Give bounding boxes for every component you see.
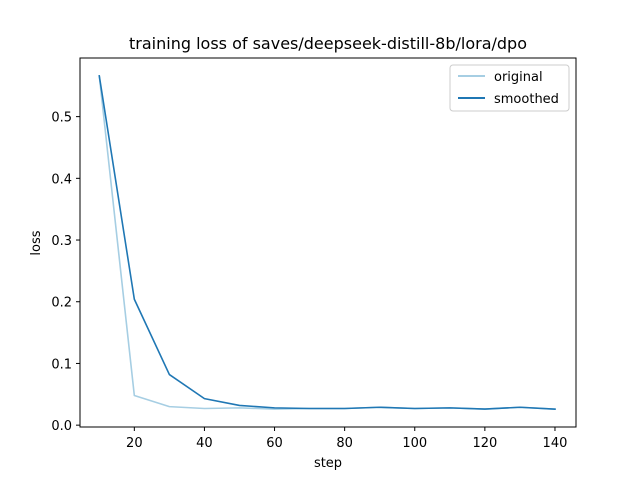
- series-line-smoothed: [98, 74, 556, 410]
- y-tick-label: 0.2: [51, 296, 72, 311]
- y-tick-label: 0.5: [51, 111, 72, 126]
- y-tick-label: 0.4: [51, 172, 72, 187]
- x-tick-label: 120: [472, 436, 497, 451]
- y-tick-label: 0.1: [51, 357, 72, 372]
- y-axis-label: loss: [29, 230, 44, 255]
- plot-area: 20 40 60 80 100 120 140 0.0 0.1 0.2 0.3 0.4 0.5: [51, 74, 568, 451]
- x-tick-label: 100: [402, 436, 427, 451]
- x-tick-label: 40: [196, 436, 213, 451]
- x-tick-label: 20: [126, 436, 143, 451]
- legend: original smoothed: [449, 64, 570, 112]
- y-tick-label: 0.3: [51, 234, 72, 249]
- x-tick-label: 140: [543, 436, 568, 451]
- chart-title: training loss of saves/deepseek-distill-…: [129, 34, 527, 53]
- legend-label-smoothed: smoothed: [494, 92, 559, 107]
- axes-frame: [79, 57, 577, 428]
- x-tick-label: 80: [336, 436, 353, 451]
- x-axis-label: step: [314, 456, 342, 471]
- x-tick-label: 60: [266, 436, 283, 451]
- legend-label-original: original: [494, 70, 543, 85]
- y-tick-label: 0.0: [51, 419, 72, 434]
